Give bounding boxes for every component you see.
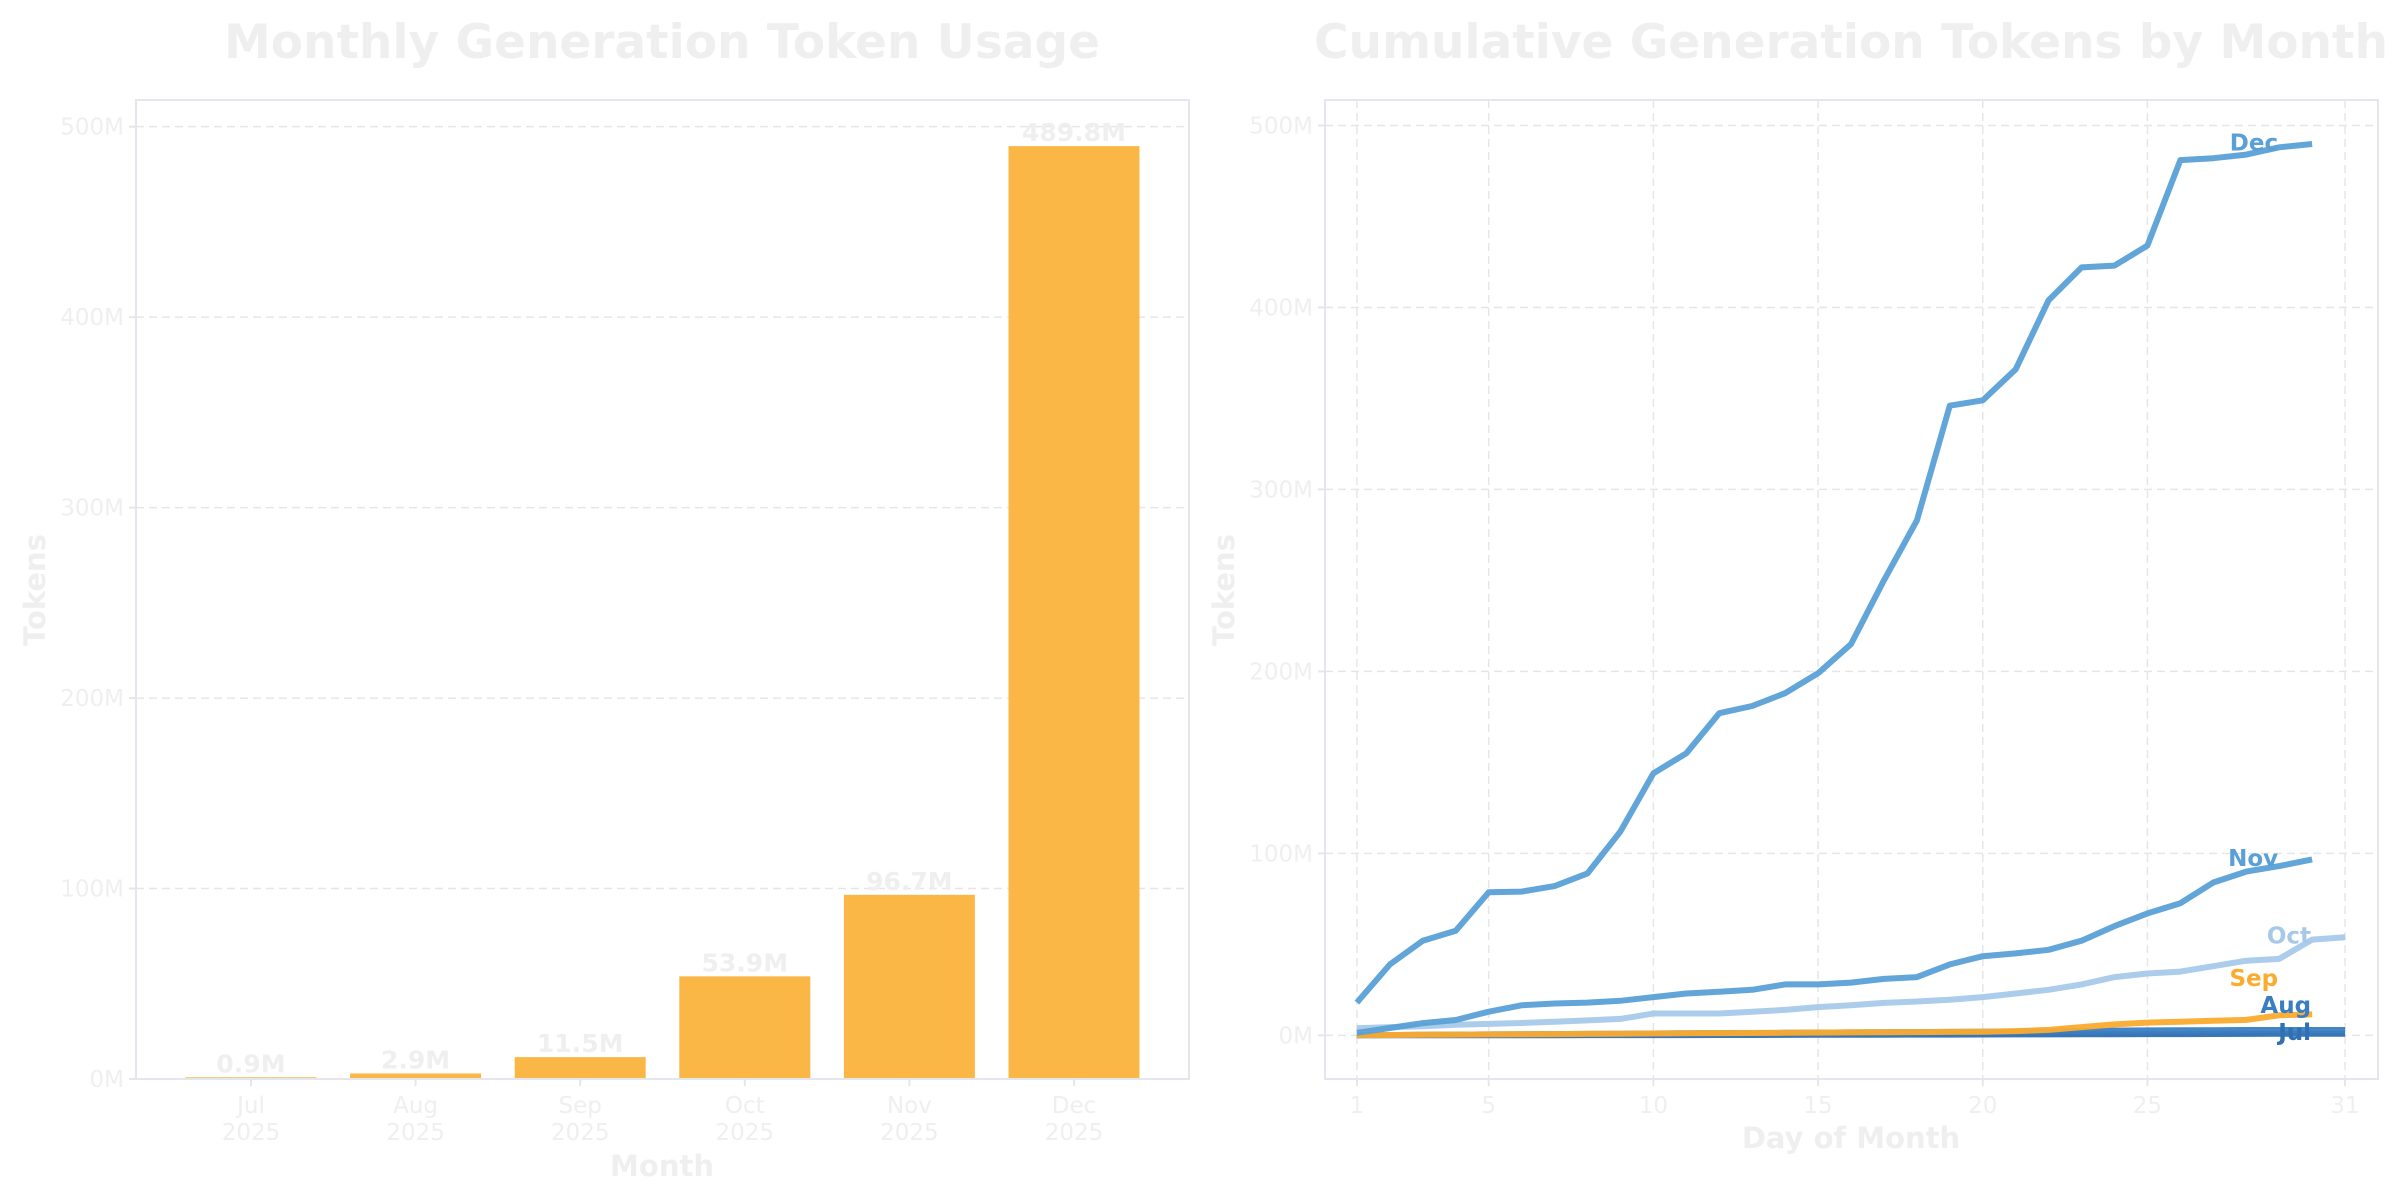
bar-chart-y-tick-label: 400M	[60, 305, 124, 331]
bar-data-label: 0.9M	[216, 1049, 285, 1078]
bar-chart-x-tick-label: Aug 2025	[386, 1093, 445, 1146]
line-chart-y-tick-label: 100M	[1249, 841, 1313, 867]
bar-chart-title: Monthly Generation Token Usage	[224, 15, 1100, 70]
series-label-dec: Dec	[2230, 131, 2278, 157]
bar-chart-x-tick-label: Sep 2025	[551, 1093, 610, 1146]
bar-chart-x-tick-label: Nov 2025	[880, 1093, 939, 1146]
line-chart-x-ticks: 1 5 10 15 20 25 31	[1350, 1079, 2360, 1119]
line-chart-y-tick-label: 300M	[1249, 477, 1313, 503]
bar-chart-x-axis-label: Month	[610, 1149, 714, 1183]
line-chart-y-tick-label: 200M	[1249, 659, 1313, 685]
bar-chart-y-tick-label: 100M	[60, 877, 124, 903]
bar-chart-y-tick-label: 200M	[60, 686, 124, 712]
bar-chart-y-axis-label: Tokens	[18, 534, 52, 646]
line-chart-title: Cumulative Generation Tokens by Month	[1314, 15, 2388, 70]
bar-nov	[843, 894, 975, 1079]
series-label-sep: Sep	[2229, 966, 2278, 992]
line-chart-y-tick-label: 500M	[1249, 113, 1313, 139]
bar-chart-bars: 0.9M 2.9M 11.5M 53.9M 96.7M 489.8M	[185, 118, 1140, 1079]
bar-chart-x-ticks: Jul 2025 Aug 2025 Sep 2025 Oct 2025 Nov 2025 Dec 20…	[222, 1079, 1104, 1146]
line-chart-frame	[1324, 99, 2379, 1080]
line-chart-x-tick-label: 20	[1968, 1093, 1997, 1119]
bar-data-label: 2.9M	[381, 1045, 450, 1074]
series-label-oct: Oct	[2267, 924, 2311, 950]
line-chart-x-tick-label: 10	[1639, 1093, 1668, 1119]
bar-chart-y-tick-label: 0M	[90, 1067, 124, 1093]
bar-chart: Monthly Generation Token Usage 0.9M 2.9M 1…	[18, 15, 1190, 1183]
bar-chart-y-ticks: 0M 100M 200M 300M 400M 500M	[60, 115, 136, 1093]
bar-aug	[350, 1073, 482, 1079]
series-line-oct	[1356, 934, 2346, 1032]
bar-chart-x-tick-label: Jul 2025	[222, 1093, 281, 1146]
bar-chart-frame	[135, 99, 1190, 1080]
series-label-jul: Jul	[2276, 1020, 2311, 1046]
bar-sep	[514, 1057, 646, 1079]
series-label-nov: Nov	[2228, 846, 2278, 872]
series-line-nov	[1356, 856, 2313, 1036]
line-chart-x-tick-label: 25	[2133, 1093, 2162, 1119]
bar-chart-y-tick-label: 300M	[60, 496, 124, 522]
bar-data-label: 53.9M	[702, 948, 789, 977]
bar-data-label: 11.5M	[537, 1029, 624, 1058]
line-chart-x-tick-label: 15	[1803, 1093, 1832, 1119]
line-chart-y-axis-label: Tokens	[1207, 534, 1241, 646]
line-chart-x-tick-label: 31	[2330, 1093, 2359, 1119]
series-label-aug: Aug	[2260, 993, 2311, 1019]
series-line-sep	[1356, 1011, 2313, 1039]
line-chart: Cumulative Generation Tokens by Month 0M…	[1207, 15, 2388, 1155]
line-chart-x-tick-label: 5	[1481, 1093, 1496, 1119]
bar-chart-y-tick-label: 500M	[60, 115, 124, 141]
line-chart-gridlines	[1325, 100, 2378, 1079]
series-line-dec	[1354, 141, 2313, 1005]
line-chart-x-axis-label: Day of Month	[1742, 1121, 1960, 1155]
bar-data-label: 96.7M	[866, 867, 953, 896]
line-chart-series	[1354, 141, 2346, 1039]
bar-chart-x-tick-label: Dec 2025	[1045, 1093, 1104, 1146]
bar-data-label: 489.8M	[1022, 118, 1126, 147]
bar-chart-x-tick-label: Oct 2025	[716, 1093, 775, 1146]
line-chart-y-ticks: 0M 100M 200M 300M 400M 500M	[1249, 113, 1325, 1049]
line-chart-y-tick-label: 400M	[1249, 295, 1313, 321]
line-chart-y-tick-label: 0M	[1279, 1023, 1313, 1049]
bar-dec	[1008, 146, 1140, 1079]
line-chart-x-tick-label: 1	[1350, 1093, 1365, 1119]
bar-oct	[679, 976, 811, 1079]
